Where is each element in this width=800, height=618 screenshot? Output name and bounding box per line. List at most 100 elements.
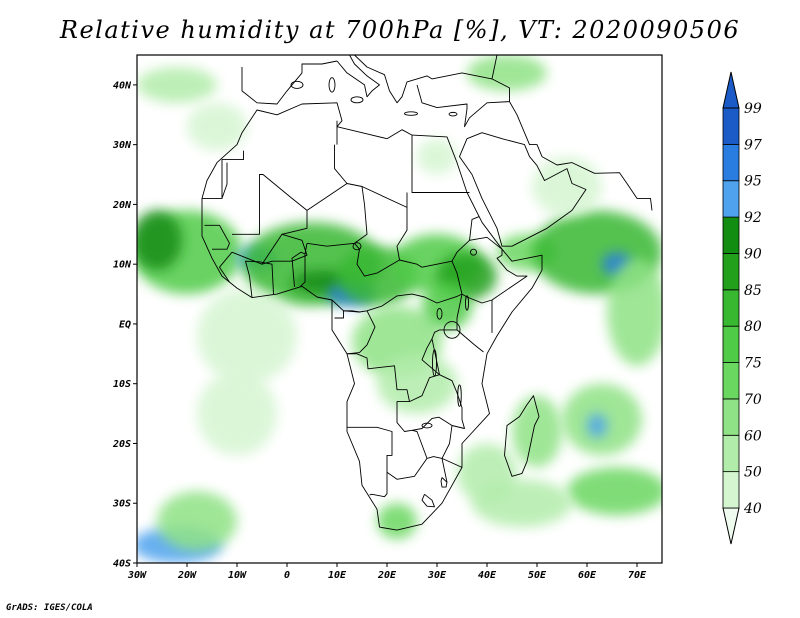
- humidity-blob-27: [157, 491, 237, 552]
- country-border-29: [304, 243, 308, 255]
- colorbar-lower-arrow: [722, 507, 740, 545]
- lake-5: [352, 242, 362, 251]
- country-border-30: [204, 224, 230, 250]
- country-border-23: [411, 429, 428, 459]
- humidity-blob-0: [137, 66, 217, 103]
- colorbar-segment: [722, 434, 740, 473]
- africa-coastline: [201, 102, 543, 531]
- colorbar-segment: [722, 107, 740, 145]
- colorbar-level-label: 90: [744, 246, 762, 262]
- lake-3: [465, 295, 469, 311]
- coastlines-and-borders: [201, 55, 653, 531]
- colorbar-segment: [722, 289, 740, 327]
- lat-tick-label: 40N: [113, 80, 132, 91]
- country-border-7: [354, 186, 408, 277]
- humidity-blob-30: [417, 138, 457, 175]
- map-title: Relative humidity at 700hPa [%], VT: 202…: [59, 16, 741, 44]
- country-border-28: [291, 251, 306, 287]
- lon-tick-label: 60E: [578, 570, 597, 581]
- country-border-0: [202, 150, 244, 199]
- colorbar-level-label: 70: [744, 392, 762, 408]
- country-border-32: [441, 457, 463, 468]
- country-border-25: [440, 477, 448, 488]
- lake-6: [436, 307, 443, 320]
- country-border-17: [347, 353, 440, 403]
- latitude-tick-labels: 40N 30N 20N 10N EQ 10S 20S 30S 40S: [112, 80, 137, 570]
- lat-tick-label: 30S: [112, 499, 131, 510]
- colorbar-level-label: 80: [744, 319, 762, 335]
- colorbar-level-label: 40: [743, 501, 762, 517]
- colorbar-segment: [722, 143, 740, 182]
- madagascar-coastline: [504, 395, 540, 477]
- country-border-10: [343, 259, 463, 313]
- lake-2: [457, 384, 462, 407]
- country-border-22: [386, 456, 443, 480]
- lake-0: [443, 321, 461, 339]
- lon-tick-label: 30W: [127, 570, 147, 581]
- humidity-blob-12: [377, 353, 457, 414]
- lake-7: [421, 422, 433, 429]
- country-border-24: [421, 493, 435, 508]
- colorbar-level-label: 97: [744, 137, 762, 153]
- lon-tick-label: 20E: [377, 570, 397, 581]
- country-border-21: [347, 426, 393, 498]
- colorbar-segment: [722, 362, 740, 400]
- colorbar-level-label: 92: [744, 210, 762, 226]
- colorbar-level-label: 50: [744, 465, 762, 481]
- humidity-blob-19: [587, 413, 607, 438]
- lon-tick-label: 10E: [328, 570, 347, 581]
- country-border-27: [245, 260, 274, 298]
- colorbar-segment: [722, 471, 740, 509]
- lon-tick-label: 0: [284, 570, 290, 581]
- colorbar-level-label: 60: [744, 428, 762, 444]
- colorbar-segment: [722, 180, 740, 218]
- lon-tick-label: 10W: [228, 570, 247, 581]
- lon-tick-label: 40E: [478, 570, 497, 581]
- longitude-tick-labels: 30W 20W 10W 0 10E 20E 30E 40E 50E 60E 70E: [127, 563, 647, 581]
- colorbar-upper-arrow: [722, 71, 740, 109]
- humidity-blob-21: [567, 467, 662, 516]
- colorbar: 40 50 60 70 75 80 85 90 92 95 97 99: [722, 71, 762, 545]
- country-border-3: [261, 233, 308, 265]
- country-border-12: [461, 236, 528, 304]
- balkans-coastline: [354, 55, 498, 104]
- iberia-coastline: [241, 60, 338, 105]
- humidity-blob-29: [467, 55, 547, 91]
- colorbar-segment: [722, 398, 740, 436]
- lake-12: [448, 111, 458, 117]
- country-border-8: [411, 135, 470, 193]
- humidity-blob-13: [422, 282, 472, 330]
- colorbar-segment: [722, 253, 740, 291]
- arabia-coastline: [459, 132, 587, 247]
- lon-tick-label: 50E: [528, 570, 547, 581]
- lat-tick-label: 20S: [112, 439, 131, 450]
- lake-8: [290, 80, 304, 89]
- country-border-5: [334, 144, 348, 184]
- country-border-18: [346, 310, 376, 355]
- lake-10: [350, 96, 364, 104]
- country-border-31: [219, 251, 233, 283]
- colorbar-level-label: 75: [744, 356, 762, 372]
- lon-tick-label: 30E: [427, 570, 447, 581]
- grads-credit: GrADS: IGES/COLA: [6, 603, 93, 613]
- humidity-blob-23: [197, 371, 277, 456]
- lon-tick-label: 20W: [177, 570, 197, 581]
- humidity-blob-28: [377, 503, 417, 540]
- colorbar-level-label: 99: [744, 101, 762, 117]
- humidity-blob-3: [137, 210, 182, 271]
- humidity-blob-1: [187, 102, 247, 151]
- humidity-blob-17: [607, 258, 662, 366]
- country-border-2: [231, 174, 308, 265]
- lat-tick-label: 30N: [112, 140, 132, 151]
- lake-11: [404, 111, 418, 116]
- colorbar-level-label: 85: [744, 283, 762, 299]
- turkey-coastline: [416, 78, 510, 128]
- persia-coastline: [509, 101, 653, 211]
- lat-tick-label: 20N: [112, 200, 132, 211]
- humidity-blob-31: [532, 156, 602, 217]
- lon-tick-label: 70E: [628, 570, 647, 581]
- lat-tick-label: EQ: [119, 319, 131, 330]
- country-border-16: [421, 338, 440, 376]
- country-border-26: [331, 299, 344, 312]
